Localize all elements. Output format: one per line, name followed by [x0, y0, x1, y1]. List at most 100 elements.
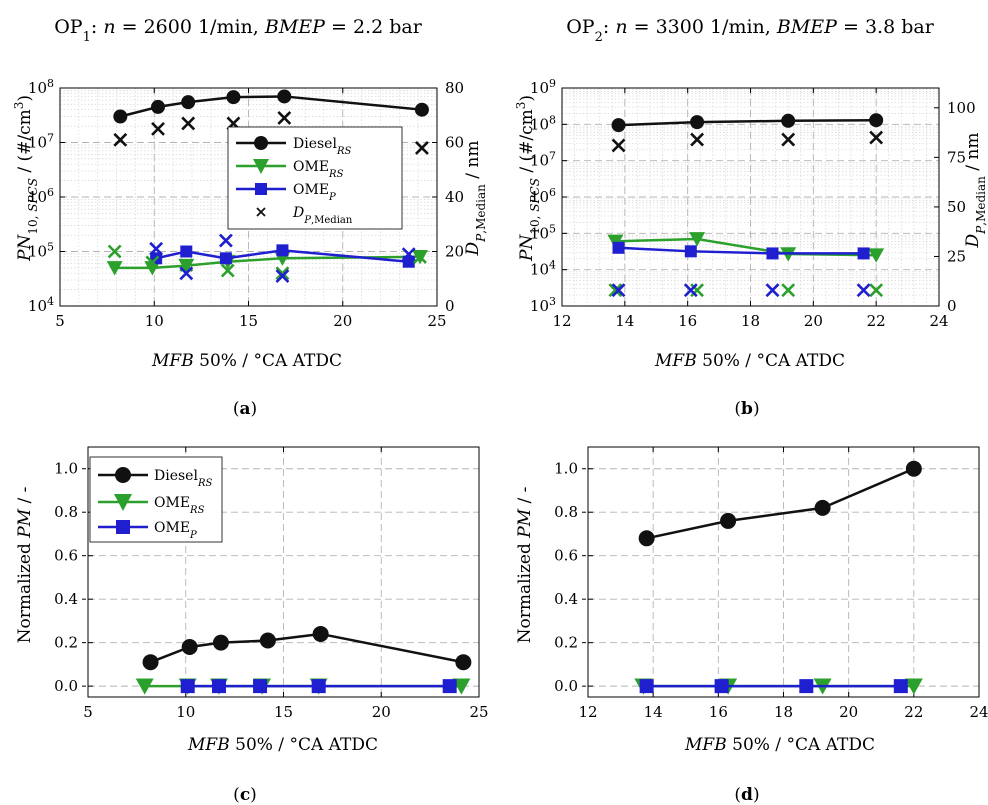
legend-a-label-ome-p: OMEP — [293, 182, 336, 203]
series-marker-dieselrs — [312, 625, 329, 642]
legend-c-marker-ome-rs — [114, 494, 132, 511]
ytick-label-d: 0.6 — [554, 547, 578, 565]
xtick-label-b: 18 — [741, 312, 760, 330]
xtick-label-b: 12 — [552, 312, 571, 330]
xtick-label-b: 16 — [678, 312, 697, 330]
series-marker-omers — [904, 678, 923, 695]
xtick-label-c: 15 — [274, 703, 293, 721]
xtick-label-a: 10 — [145, 312, 164, 330]
ytick-label-c: 0.2 — [54, 634, 78, 652]
ytick-label-right-b: 0 — [947, 297, 957, 315]
series-marker-omep — [893, 679, 908, 694]
series-marker-dieselrs — [720, 512, 737, 529]
dp-median-marker-ome-rs — [275, 266, 290, 281]
series-marker-dieselrs — [226, 90, 241, 105]
legend-a-marker-ome-rs — [253, 159, 269, 174]
title-op2: OP2: n = 3300 1/min, BMEP = 3.8 bar — [566, 16, 934, 45]
ytick-label-c: 0.6 — [54, 547, 78, 565]
dp-median-marker-ome-rs — [145, 255, 160, 270]
ytick-label-d: 0.4 — [554, 590, 578, 608]
series-marker-omers — [106, 261, 123, 276]
dp-median-marker-ome-p — [765, 283, 780, 298]
dp-median-marker-ome-p — [683, 283, 698, 298]
dp-median-marker-ome-p — [218, 233, 233, 248]
ylabel-left-a: PN10, SPCS / (#/cm3) — [12, 95, 40, 262]
series-marker-omep — [766, 247, 779, 260]
series-marker-omep — [612, 241, 625, 254]
series-marker-omep — [219, 252, 232, 265]
ytick-label-c: 0.0 — [54, 677, 78, 695]
ytick-label-right-a: 20 — [445, 243, 464, 261]
panel-label-c: (c) — [233, 785, 257, 805]
legend-c-label-ome-p: OMEP — [154, 520, 197, 541]
dp-median-marker-ome-rs — [781, 283, 796, 298]
ytick-label-right-b: 75 — [947, 148, 966, 166]
series-line-omep — [618, 246, 864, 255]
ytick-label-left-a: 104 — [28, 295, 54, 316]
legend-a-marker-ome-p — [255, 183, 267, 195]
xlabel-d: MFB 50% / °CA ATDC — [684, 735, 875, 755]
series-marker-omep — [276, 244, 289, 257]
chart-b: 12 14 16 18 20 22 2410310410510610710810902550… — [530, 77, 976, 331]
xtick-label-c: 10 — [176, 703, 195, 721]
series-marker-dieselrs — [611, 118, 626, 133]
xlabel-a: MFB 50% / °CA ATDC — [151, 351, 342, 371]
title-op1: OP1: n = 2600 1/min, BMEP = 2.2 bar — [54, 16, 422, 45]
xtick-label-d: 22 — [904, 703, 923, 721]
series-marker-omep — [684, 245, 697, 258]
series-marker-omep — [857, 247, 870, 260]
ytick-label-d: 1.0 — [554, 460, 578, 478]
series-line-dieselrs — [618, 118, 877, 127]
series-marker-omep — [180, 245, 193, 258]
dp-median-marker-diesel — [151, 121, 165, 136]
dp-median-marker-diesel — [277, 111, 292, 125]
dp-median-marker-diesel — [869, 130, 884, 145]
ylabel-d: Normalized PM / - — [515, 487, 535, 644]
series-marker-dieselrs — [181, 95, 196, 110]
series-marker-omers — [135, 678, 154, 695]
series-marker-dieselrs — [455, 654, 472, 671]
xtick-label-b: 20 — [804, 312, 823, 330]
xtick-label-c: 25 — [469, 703, 488, 721]
series-marker-dieselrs — [113, 109, 128, 124]
ytick-label-right-a: 40 — [445, 188, 464, 206]
dp-median-marker-diesel — [690, 132, 705, 147]
dp-median-marker-ome-rs — [220, 263, 235, 278]
ytick-label-d: 0.8 — [554, 503, 578, 521]
series-marker-dieselrs — [414, 102, 429, 117]
xtick-label-a: 5 — [55, 312, 65, 330]
series-marker-dieselrs — [869, 113, 884, 128]
legend-c-marker-diesel — [115, 467, 131, 483]
xtick-label-a: 20 — [333, 312, 352, 330]
xtick-label-d: 18 — [774, 703, 793, 721]
ytick-label-d: 0.2 — [554, 634, 578, 652]
ytick-label-right-a: 0 — [445, 297, 455, 315]
ytick-label-c: 0.4 — [54, 590, 78, 608]
series-marker-omep — [639, 679, 654, 694]
ytick-label-c: 0.8 — [54, 503, 78, 521]
panel-label-b: (b) — [734, 399, 759, 419]
xtick-label-a: 15 — [239, 312, 258, 330]
series-marker-dieselrs — [690, 115, 705, 130]
ytick-label-right-b: 50 — [947, 198, 966, 216]
xtick-label-a: 25 — [427, 312, 446, 330]
series-marker-dieselrs — [905, 460, 922, 477]
series-marker-dieselrs — [814, 499, 831, 516]
xtick-label-d: 20 — [839, 703, 858, 721]
series-marker-omep — [442, 679, 457, 694]
panel-label-d: (d) — [734, 785, 759, 805]
legend-a-label-diesel: DieselRS — [293, 136, 351, 157]
series-marker-dieselrs — [212, 634, 229, 651]
dp-median-marker-diesel — [415, 141, 429, 155]
dp-median-marker-ome-p — [611, 283, 626, 298]
series-marker-omep — [211, 679, 226, 694]
dp-median-marker-ome-rs — [107, 244, 122, 259]
dp-median-marker-ome-rs — [869, 283, 884, 298]
ytick-label-d: 0.0 — [554, 677, 578, 695]
series-marker-omep — [311, 679, 326, 694]
legend-c: DieselRS OMERS OMEP — [89, 456, 223, 543]
ytick-label-c: 1.0 — [54, 460, 78, 478]
dp-median-marker-ome-p — [401, 247, 416, 262]
legend-c-label-diesel: DieselRS — [154, 468, 212, 489]
